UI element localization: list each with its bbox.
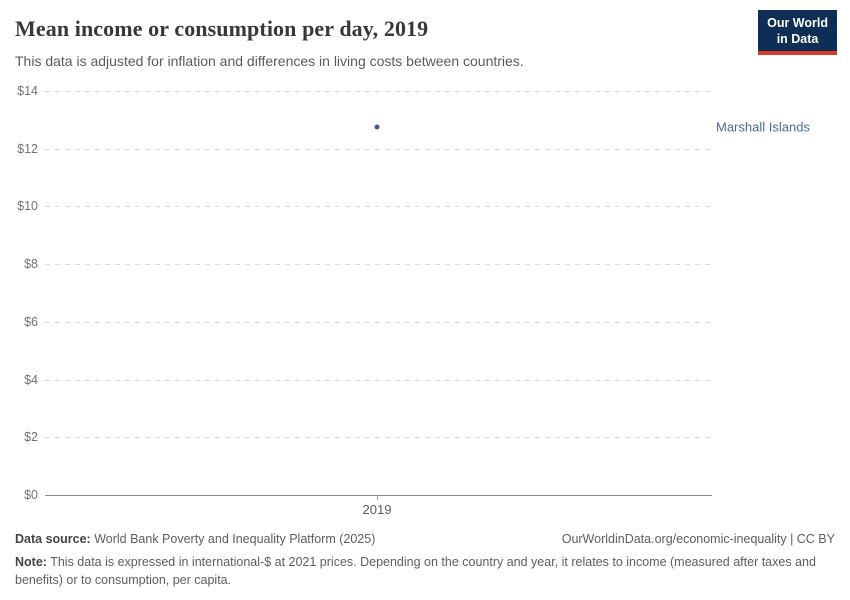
y-tick-label: $14 (17, 84, 38, 98)
y-tick-label: $0 (24, 488, 38, 502)
owid-citation-link[interactable]: OurWorldinData.org/economic-inequality |… (561, 532, 835, 546)
entity-label-marshall-islands[interactable]: Marshall Islands (716, 119, 810, 135)
y-tick-label: $4 (24, 372, 38, 387)
gridline (45, 321, 712, 323)
chart-subtitle: This data is adjusted for inflation and … (15, 53, 524, 69)
note-label: Note: (15, 555, 47, 569)
owid-logo: Our World in Data (758, 10, 837, 56)
plot-area: 2019 Marshall Islands $0 $2 $4 $6 $8 $10 $12 $1… (0, 80, 850, 532)
data-point-marshall-islands[interactable] (374, 124, 380, 130)
y-tick-label: $8 (24, 257, 38, 272)
datasource-value: World Bank Poverty and Inequality Platfo… (90, 532, 376, 546)
x-axis-tick (377, 495, 378, 500)
chart-footer: Data source: World Bank Poverty and Ineq… (15, 532, 835, 589)
gridline (45, 206, 712, 208)
owid-logo-line1: Our World (767, 16, 828, 30)
y-tick-label: $10 (17, 199, 38, 214)
x-axis-line (45, 495, 712, 496)
page-title: Mean income or consumption per day, 2019 (15, 16, 429, 41)
gridline (45, 379, 712, 381)
footer-note: Note: This data is expressed in internat… (15, 553, 835, 589)
gridline (45, 148, 712, 150)
footer-row-datasource: Data source: World Bank Poverty and Ineq… (15, 532, 835, 546)
owid-logo-line2: in Data (776, 31, 819, 46)
y-tick-label: $6 (24, 314, 38, 329)
x-axis-label-2019: 2019 (362, 502, 392, 517)
datasource-label: Data source: (15, 532, 91, 546)
gridline (45, 437, 712, 439)
y-tick-label: $12 (17, 141, 38, 156)
y-tick-label: $2 (24, 430, 38, 445)
note-value: This data is expressed in international-… (15, 555, 816, 588)
datasource-text: Data source: World Bank Poverty and Ineq… (15, 532, 375, 546)
gridline (45, 91, 712, 92)
gridline (45, 264, 712, 266)
